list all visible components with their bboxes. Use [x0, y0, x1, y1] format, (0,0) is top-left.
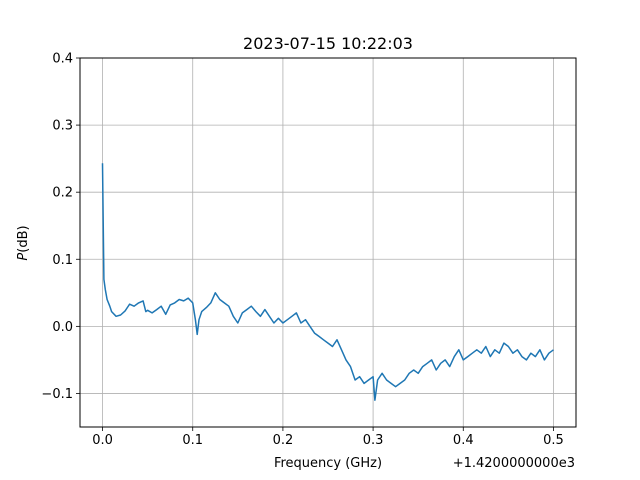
y-tick-label: 0.2 [52, 186, 73, 201]
x-axis-label: Frequency (GHz) [274, 456, 382, 471]
series-line [101, 163, 554, 401]
y-axis-label-italic: P [16, 253, 31, 261]
x-tick-label: 0.1 [182, 433, 203, 448]
x-axis-offset-text: +1.4200000000e3 [453, 456, 575, 471]
y-tick-label: 0.3 [52, 119, 73, 134]
x-tick-label: 0.0 [92, 433, 113, 448]
y-axis-label-unit: (dB) [16, 225, 31, 252]
y-tick-label: 0.1 [52, 253, 73, 268]
series-layer [101, 163, 554, 401]
x-tick-label: 0.3 [363, 433, 384, 448]
y-tick-label: 0.4 [52, 52, 73, 67]
y-axis-label: P(dB) [16, 225, 31, 260]
ticks: 0.0 0.1 0.2 0.3 0.4 0.5 −0.1 0.0 0.1 0.2 0.3 0.4 [41, 52, 563, 449]
x-tick-label: 0.4 [453, 433, 474, 448]
chart-title: 2023-07-15 10:22:03 [243, 34, 413, 53]
y-tick-label: −0.1 [41, 387, 73, 402]
x-tick-label: 0.5 [543, 433, 564, 448]
grid [80, 57, 576, 427]
x-tick-label: 0.2 [273, 433, 294, 448]
y-tick-label: 0.0 [52, 320, 73, 335]
plot-frame [79, 57, 577, 428]
